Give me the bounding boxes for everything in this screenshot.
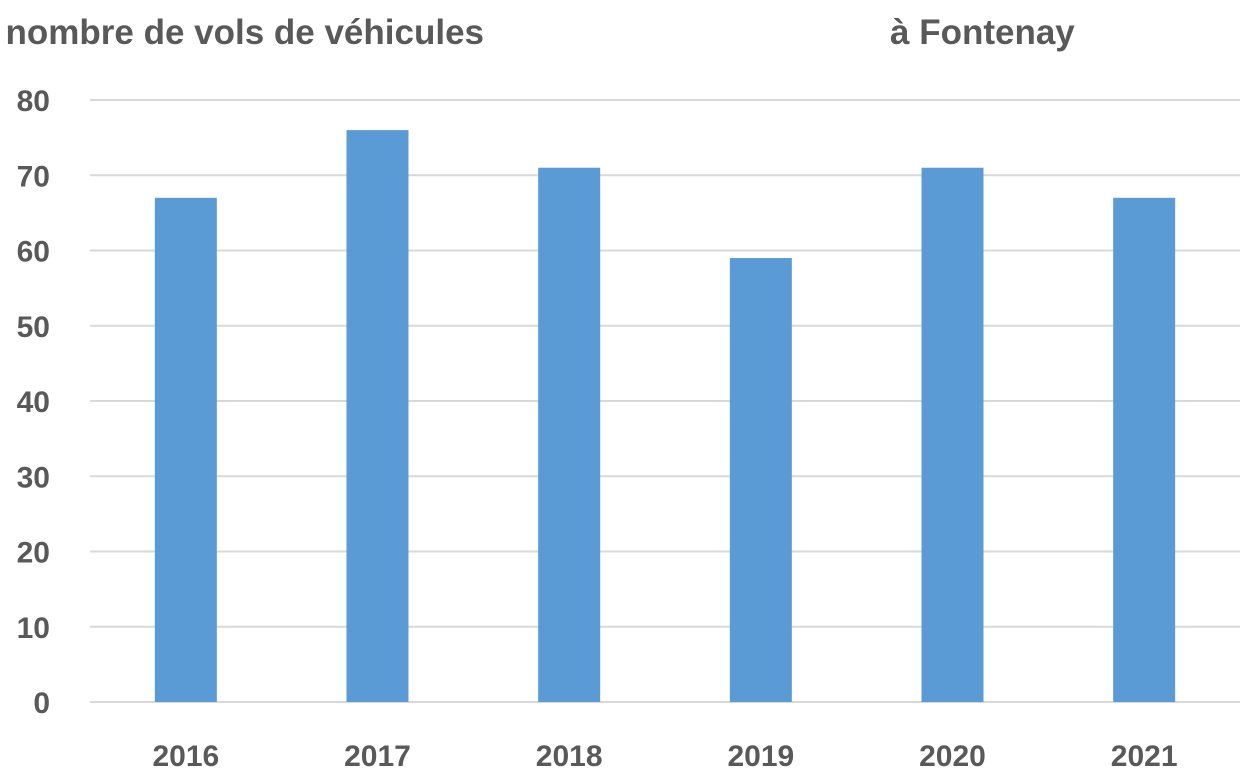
chart-title-part-2: à Fontenay bbox=[890, 13, 1075, 52]
x-tick-label: 2016 bbox=[152, 740, 219, 772]
y-tick-label: 60 bbox=[17, 236, 50, 269]
x-tick-label: 2017 bbox=[344, 740, 411, 772]
y-axis-tick-labels: 0 10 20 30 40 50 60 70 80 bbox=[17, 85, 50, 720]
chart-title-part-1: nombre de vols de véhicules bbox=[6, 13, 485, 52]
y-tick-label: 10 bbox=[17, 612, 50, 645]
y-tick-label: 0 bbox=[33, 687, 50, 720]
y-tick-label: 50 bbox=[17, 311, 50, 344]
bar-2016 bbox=[154, 197, 217, 702]
x-tick-label: 2020 bbox=[919, 740, 986, 772]
x-tick-label: 2021 bbox=[1111, 740, 1178, 772]
x-tick-label: 2019 bbox=[727, 740, 794, 772]
y-tick-label: 30 bbox=[17, 461, 50, 494]
gridlines bbox=[90, 99, 1240, 703]
y-tick-label: 40 bbox=[17, 386, 50, 419]
bar-2017 bbox=[346, 130, 409, 703]
bar-2020 bbox=[921, 167, 984, 703]
y-tick-label: 70 bbox=[17, 160, 50, 193]
bar-2021 bbox=[1113, 197, 1176, 702]
x-tick-label: 2018 bbox=[536, 740, 603, 772]
y-tick-label: 80 bbox=[17, 85, 50, 118]
bars bbox=[154, 130, 1176, 703]
y-tick-label: 20 bbox=[17, 537, 50, 570]
bar-2019 bbox=[729, 258, 792, 702]
bar-2018 bbox=[538, 167, 601, 703]
x-axis-tick-labels: 2016 2017 2018 2019 2020 2021 bbox=[152, 740, 1177, 772]
